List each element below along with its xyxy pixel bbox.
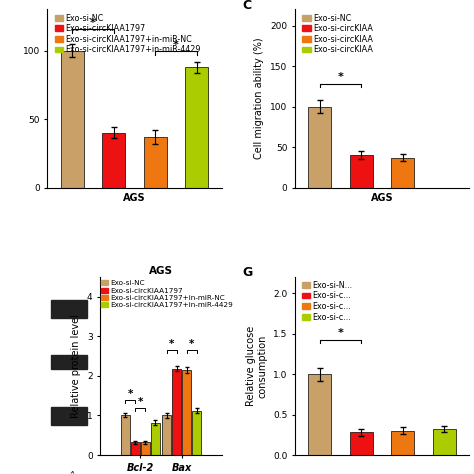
- Text: *: *: [137, 397, 143, 407]
- Bar: [309, 374, 331, 455]
- Bar: [192, 410, 201, 455]
- Text: C: C: [243, 0, 252, 12]
- Bar: [131, 442, 140, 455]
- Text: G: G: [243, 266, 253, 279]
- Bar: [61, 51, 84, 188]
- Bar: [392, 158, 414, 188]
- Bar: [433, 429, 456, 455]
- Bar: [51, 407, 87, 425]
- Bar: [162, 415, 171, 455]
- Legend: Exo-si-N..., Exo-si-c..., Exo-si-c..., Exo-si-c...: Exo-si-N..., Exo-si-c..., Exo-si-c..., E…: [302, 281, 352, 322]
- Bar: [350, 155, 373, 188]
- Text: *: *: [173, 40, 179, 50]
- X-axis label: AGS: AGS: [371, 193, 393, 203]
- Bar: [151, 422, 160, 455]
- Text: *: *: [128, 389, 133, 399]
- Text: A1797: A1797: [59, 469, 79, 474]
- Bar: [51, 355, 87, 370]
- Text: *: *: [189, 338, 194, 348]
- Bar: [144, 137, 167, 188]
- Y-axis label: Relative glucose
consumption: Relative glucose consumption: [246, 326, 267, 406]
- Bar: [141, 442, 150, 455]
- Legend: Exo-si-NC, Exo-si-circKIAA1797, Exo-si-circKIAA1797+in-miR-NC, Exo-si-circKIAA17: Exo-si-NC, Exo-si-circKIAA1797, Exo-si-c…: [101, 281, 233, 308]
- Bar: [392, 431, 414, 455]
- Bar: [309, 107, 331, 188]
- Y-axis label: Cell migration ability (%): Cell migration ability (%): [255, 38, 264, 159]
- Text: *: *: [337, 73, 344, 82]
- Title: AGS: AGS: [149, 266, 173, 276]
- Bar: [51, 300, 87, 318]
- Text: *: *: [337, 328, 344, 338]
- Legend: Exo-si-NC, Exo-si-circKIAA1797, Exo-si-circKIAA1797+in-miR-NC, Exo-si-circKIAA17: Exo-si-NC, Exo-si-circKIAA1797, Exo-si-c…: [55, 13, 201, 55]
- Bar: [121, 415, 130, 455]
- Bar: [350, 432, 373, 455]
- Y-axis label: Relative protein level: Relative protein level: [71, 314, 82, 418]
- Legend: Exo-si-NC, Exo-si-circKIAA, Exo-si-circKIAA, Exo-si-circKIAA: Exo-si-NC, Exo-si-circKIAA, Exo-si-circK…: [302, 13, 373, 55]
- Text: *: *: [90, 18, 96, 28]
- X-axis label: AGS: AGS: [123, 193, 146, 203]
- Bar: [182, 370, 191, 455]
- Bar: [172, 369, 181, 455]
- Text: *: *: [169, 338, 174, 348]
- Bar: [185, 67, 208, 188]
- Bar: [102, 133, 125, 188]
